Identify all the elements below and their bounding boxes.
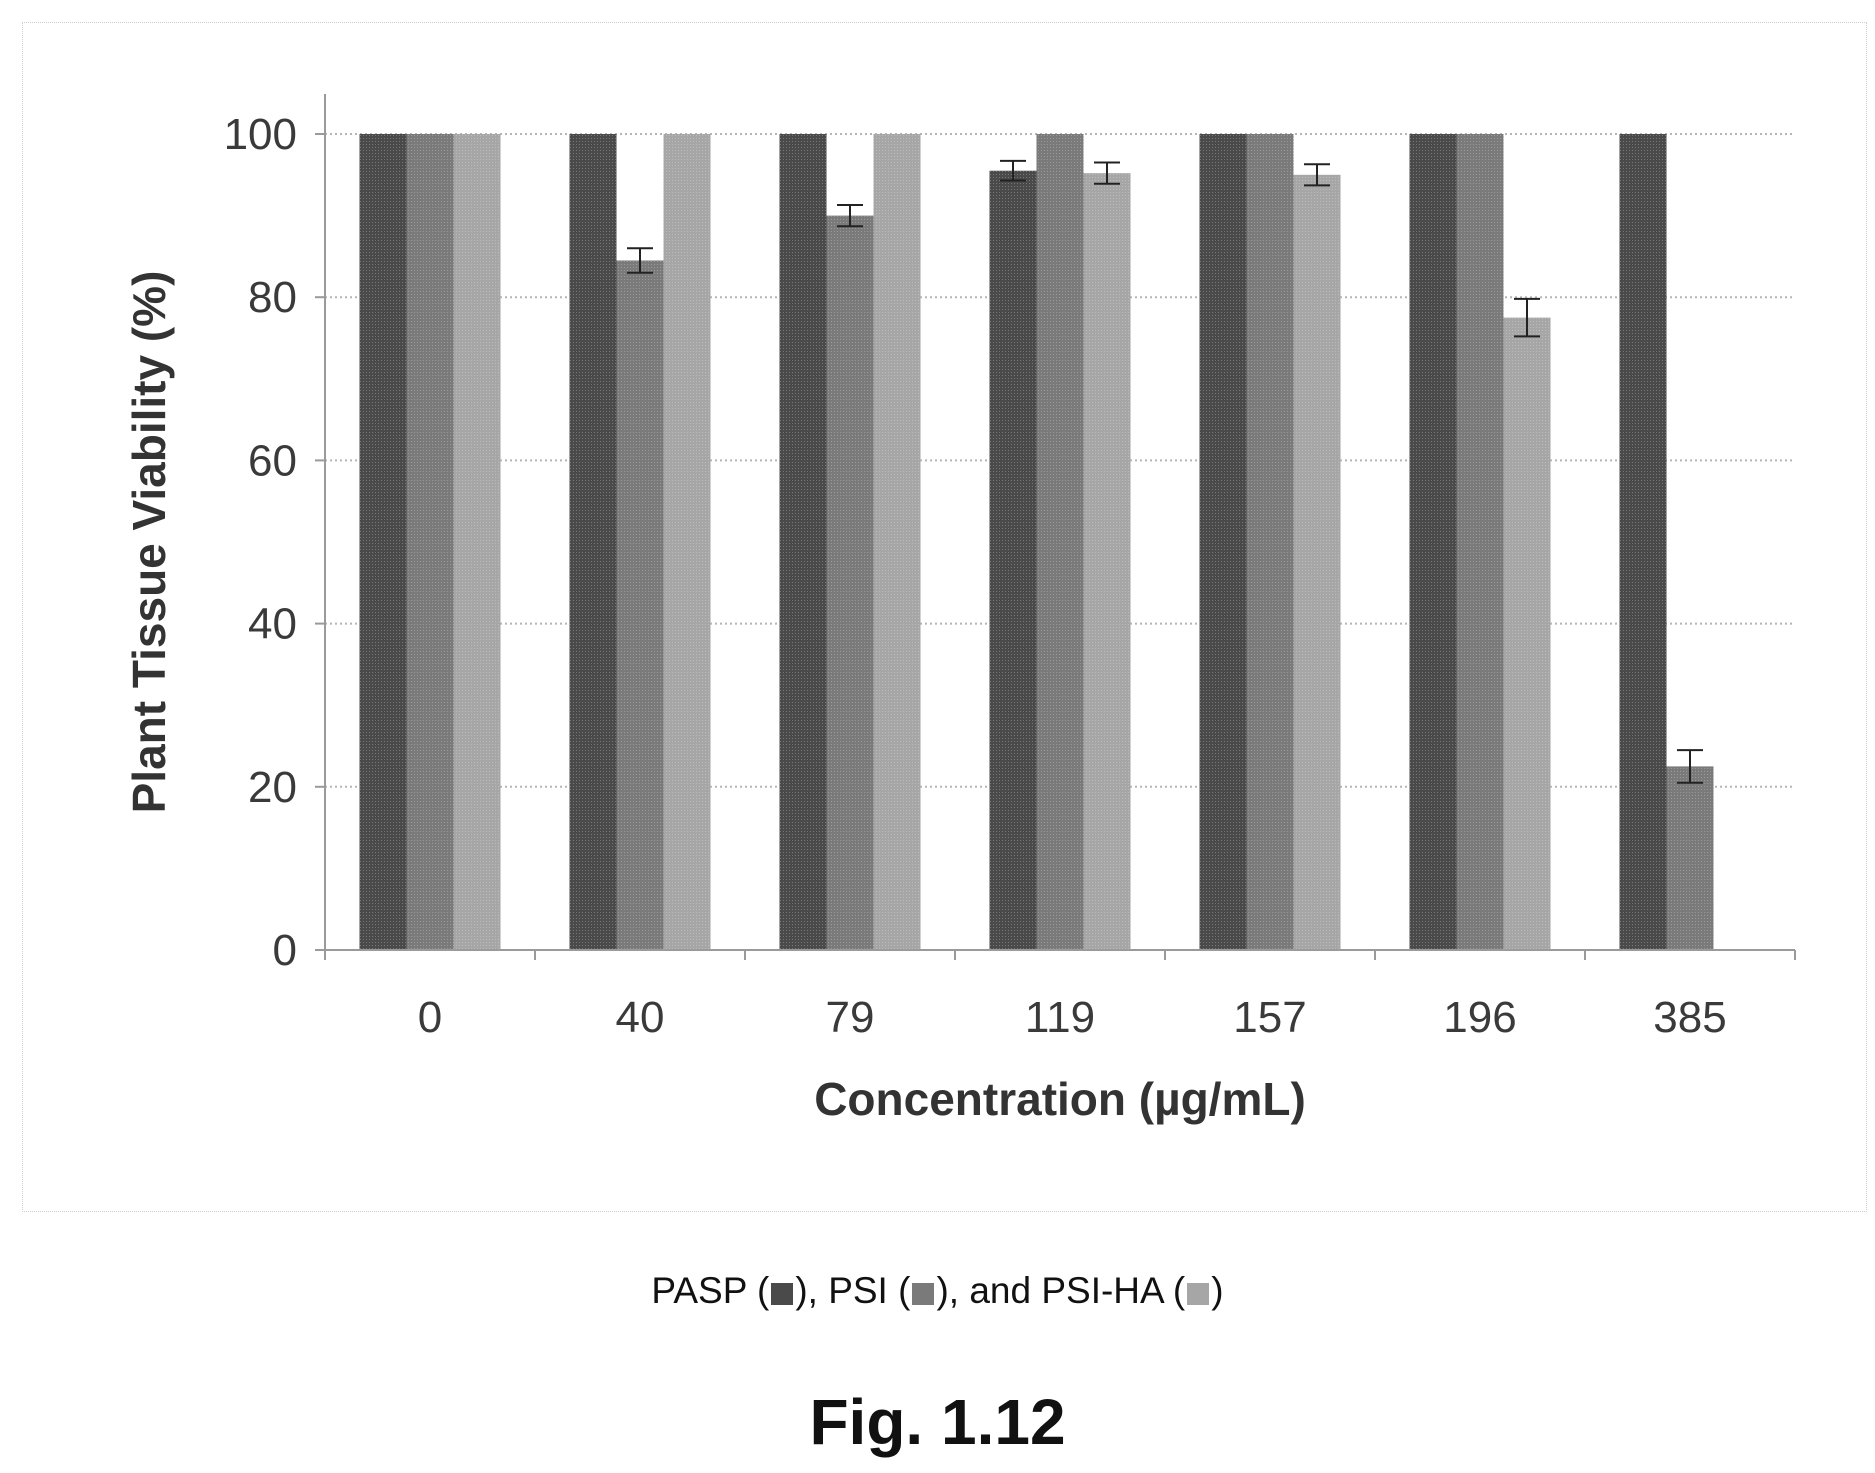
x-tick-label: 40 bbox=[616, 993, 665, 1042]
bar-texture bbox=[1666, 766, 1714, 950]
bar-texture bbox=[1293, 174, 1341, 951]
y-tick-label: 20 bbox=[248, 763, 297, 812]
x-tick-label: 196 bbox=[1443, 993, 1516, 1042]
bar-texture bbox=[1409, 134, 1457, 950]
bar-texture bbox=[1036, 134, 1084, 950]
bar-chart: 0 20 40 60 80 100 0 40 79 119 157 196 385 Concentrati… bbox=[123, 94, 1796, 1125]
bar-texture bbox=[873, 134, 921, 950]
bar-texture bbox=[989, 170, 1037, 951]
bar-texture bbox=[1619, 134, 1667, 950]
legend-text-pasp: PASP ( bbox=[651, 1270, 770, 1311]
bar-texture bbox=[359, 134, 407, 950]
legend-swatch-psi bbox=[912, 1283, 935, 1305]
legend: PASP ( ), PSI ( ), and PSI-HA () bbox=[0, 1270, 1875, 1312]
bar-texture bbox=[453, 134, 501, 950]
legend-text-psiha: ), and PSI-HA ( bbox=[936, 1270, 1186, 1311]
bar-texture bbox=[1246, 134, 1294, 950]
legend-swatch-pasp bbox=[771, 1283, 794, 1305]
legend-text-psi: ), PSI ( bbox=[795, 1270, 911, 1311]
bar-texture bbox=[779, 134, 827, 950]
bar-texture bbox=[1199, 134, 1247, 950]
bar-texture bbox=[1456, 134, 1504, 950]
y-tick-label: 100 bbox=[224, 110, 297, 159]
bar-texture bbox=[663, 134, 711, 950]
legend-swatch-psiha bbox=[1187, 1283, 1210, 1305]
x-tick-label: 119 bbox=[1025, 993, 1095, 1042]
figure-caption: Fig. 1.12 bbox=[809, 1386, 1066, 1458]
x-axis-title: Concentration (µg/mL) bbox=[814, 1073, 1306, 1125]
x-tick-label: 385 bbox=[1653, 993, 1726, 1042]
chart-frame bbox=[22, 22, 1867, 1212]
bar-texture bbox=[616, 260, 664, 951]
x-tick-label: 0 bbox=[418, 993, 442, 1042]
legend-text-end: ) bbox=[1211, 1270, 1224, 1311]
y-tick-label: 60 bbox=[248, 436, 297, 485]
bar-texture bbox=[406, 134, 454, 950]
y-axis-title: Plant Tissue Viability (%) bbox=[123, 271, 175, 814]
bar-texture bbox=[826, 215, 874, 951]
bar-texture bbox=[569, 134, 617, 950]
bar-texture bbox=[1083, 173, 1131, 951]
x-tick-label: 79 bbox=[826, 993, 875, 1042]
bar-texture bbox=[1503, 317, 1551, 951]
x-tick-label: 157 bbox=[1233, 993, 1306, 1042]
y-tick-label: 80 bbox=[248, 273, 297, 322]
y-tick-label: 40 bbox=[248, 600, 297, 649]
y-tick-label: 0 bbox=[273, 926, 297, 975]
